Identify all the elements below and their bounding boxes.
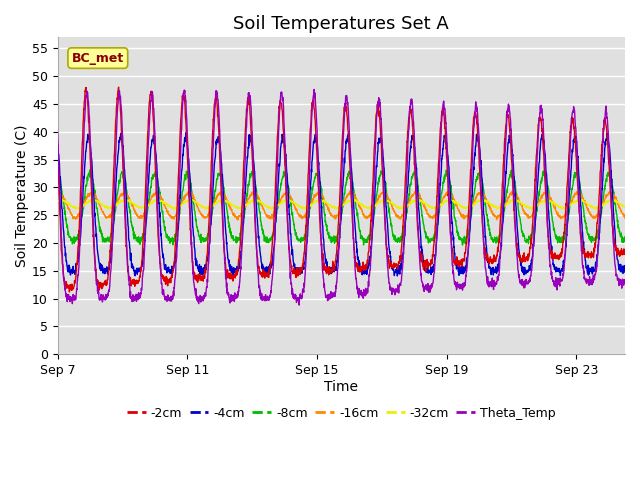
Title: Soil Temperatures Set A: Soil Temperatures Set A: [234, 15, 449, 33]
Legend: -2cm, -4cm, -8cm, -16cm, -32cm, Theta_Temp: -2cm, -4cm, -8cm, -16cm, -32cm, Theta_Te…: [122, 402, 561, 424]
Text: BC_met: BC_met: [72, 51, 124, 65]
X-axis label: Time: Time: [324, 380, 358, 394]
Y-axis label: Soil Temperature (C): Soil Temperature (C): [15, 124, 29, 267]
